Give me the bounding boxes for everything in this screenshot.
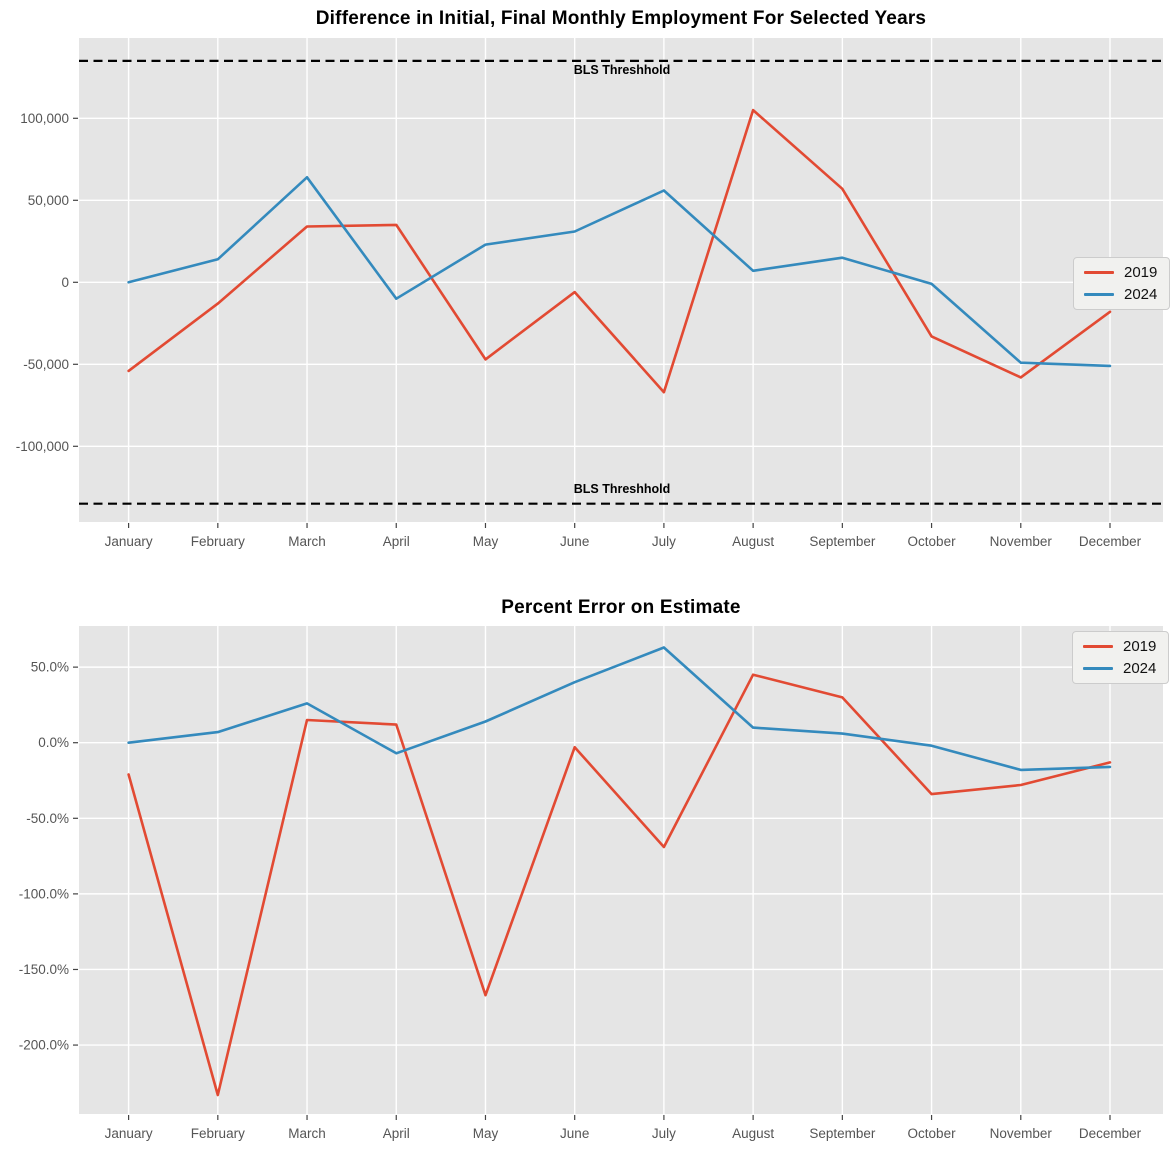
legend-entry-2019: 2019	[1084, 265, 1157, 280]
y-tick-label: -150.0%	[19, 962, 69, 977]
x-tick-label: May	[473, 534, 499, 549]
legend-percent-error-chart: 2019 2024	[1072, 631, 1170, 684]
legend-label-2019: 2019	[1123, 638, 1157, 655]
x-tick-label: July	[652, 1126, 676, 1141]
x-tick-label: June	[560, 1126, 589, 1141]
legend-swatch-2024	[1083, 667, 1113, 670]
y-tick-label: 0.0%	[38, 735, 69, 750]
series-line-2024	[127, 646, 1112, 772]
series-line-2019	[127, 673, 1112, 1097]
x-tick-label: July	[652, 534, 676, 549]
legend-label-2024: 2024	[1123, 660, 1157, 677]
legend-swatch-2024	[1084, 293, 1114, 296]
x-tick-label: March	[288, 1126, 326, 1141]
y-tick-label: 50.0%	[31, 660, 69, 675]
x-tick-label: March	[288, 534, 326, 549]
x-tick-label: November	[990, 534, 1053, 549]
bls-threshold-label-upper: BLS Threshhold	[573, 63, 671, 77]
y-tick-label: -50,000	[23, 357, 69, 372]
x-tick-label: September	[809, 534, 876, 549]
x-tick-label: February	[191, 534, 245, 549]
x-tick-label: April	[383, 1126, 410, 1141]
x-tick-label: May	[473, 1126, 499, 1141]
series-line-2019	[127, 108, 1112, 394]
percent-error-chart-title: Percent Error on Estimate	[501, 597, 741, 618]
x-tick-label: November	[990, 1126, 1053, 1141]
legend-label-2019: 2019	[1124, 264, 1158, 281]
y-tick-label: 100,000	[20, 111, 69, 126]
x-tick-label: December	[1079, 534, 1142, 549]
plot-area	[79, 38, 1163, 522]
x-tick-label: October	[908, 1126, 957, 1141]
y-tick-label: 50,000	[28, 193, 69, 208]
x-tick-label: January	[105, 534, 153, 549]
x-tick-label: February	[191, 1126, 245, 1141]
legend-swatch-2019	[1083, 645, 1113, 648]
y-tick-label: 0	[61, 275, 69, 290]
x-tick-label: August	[732, 1126, 774, 1141]
y-tick-label: -50.0%	[26, 811, 69, 826]
legend-label-2024: 2024	[1124, 286, 1158, 303]
y-tick-label: -200.0%	[19, 1038, 69, 1053]
legend-entry-2019: 2019	[1083, 639, 1156, 654]
employment-difference-chart-title: Difference in Initial, Final Monthly Emp…	[315, 8, 927, 29]
plot-area	[79, 626, 1163, 1114]
x-tick-label: April	[383, 534, 410, 549]
y-tick-label: -100.0%	[19, 886, 69, 901]
y-tick-label: -100,000	[16, 439, 69, 454]
x-tick-label: September	[809, 1126, 876, 1141]
series-line-2024	[127, 176, 1112, 368]
legend-employment-chart: 2019 2024	[1073, 257, 1171, 310]
x-tick-label: October	[908, 534, 957, 549]
legend-swatch-2019	[1084, 271, 1114, 274]
x-tick-label: August	[732, 534, 774, 549]
x-tick-label: December	[1079, 1126, 1142, 1141]
x-tick-label: January	[105, 1126, 153, 1141]
legend-entry-2024: 2024	[1084, 287, 1157, 302]
bls-threshold-label-lower: BLS Threshhold	[573, 482, 671, 496]
x-tick-label: June	[560, 534, 589, 549]
legend-entry-2024: 2024	[1083, 661, 1156, 676]
